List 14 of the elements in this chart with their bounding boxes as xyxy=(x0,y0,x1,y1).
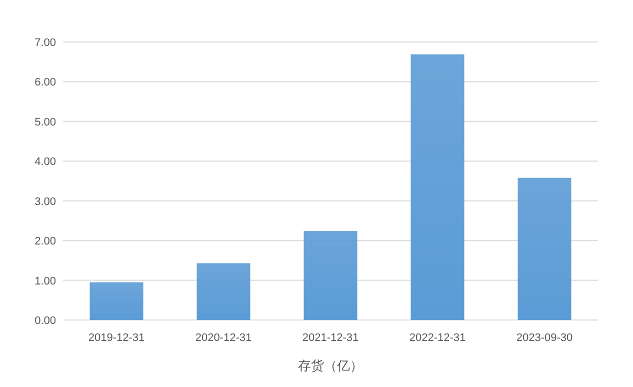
y-tick-label: 7.00 xyxy=(34,37,56,49)
x-tick-label: 2020-12-31 xyxy=(195,332,252,344)
y-tick-label: 6.00 xyxy=(34,76,56,89)
x-tick-label: 2019-12-31 xyxy=(88,332,145,344)
y-tick-label: 4.00 xyxy=(34,156,56,168)
x-tick-label: 2021-12-31 xyxy=(302,332,359,344)
y-tick-label: 3.00 xyxy=(34,196,56,208)
y-tick-label: 5.00 xyxy=(34,116,56,128)
x-axis-title: 存货（亿） xyxy=(298,358,363,373)
x-tick-label: 2023-09-30 xyxy=(516,332,573,344)
y-tick-label: 0.00 xyxy=(34,315,56,327)
x-tick-label: 2022-12-31 xyxy=(409,332,466,344)
y-tick-label: 2.00 xyxy=(34,236,56,248)
y-tick-label: 1.00 xyxy=(34,275,56,288)
